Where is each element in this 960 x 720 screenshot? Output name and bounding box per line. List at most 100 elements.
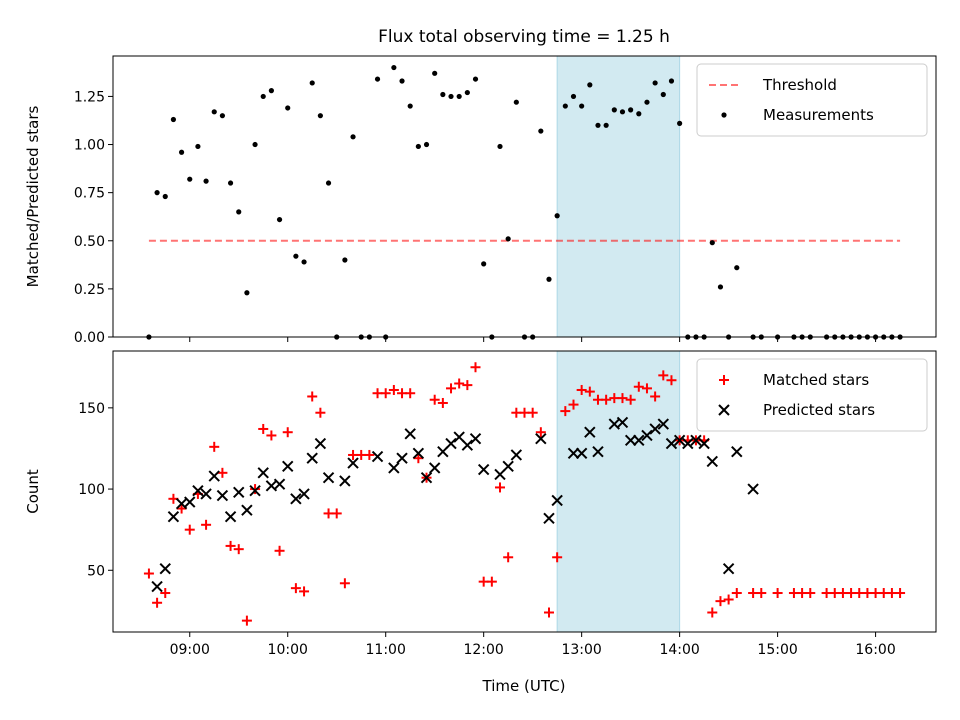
predicted-star-stroke-b [428,462,441,474]
predicted-star-point [200,488,212,500]
predicted-star-point [184,496,196,508]
x-tick-label: 13:00 [561,642,601,658]
predicted-star-stroke-b [543,512,555,525]
matched-star-point [380,388,391,399]
predicted-star-stroke-b [641,429,653,442]
matched-star-point [176,503,187,514]
measurement-point [374,76,381,82]
matched-star-point [274,545,285,556]
predicted-star-stroke-b [461,439,474,451]
matched-star-point [601,394,612,405]
matched-star-point [437,397,448,408]
matched-star-point [184,524,195,535]
matched-star-point [633,381,644,392]
measurement-point [660,91,666,98]
top-panel-measurements: 0.00 0.25 0.50 0.75 1.00 1.25 Matched/Predicte… [24,55,937,346]
matched-star-point [527,407,538,418]
predicted-star-point [233,486,245,499]
predicted-star-stroke-b [706,455,718,468]
matched-star-point [429,394,440,405]
measurement-point [497,143,503,150]
x-axis-label: Time (UTC) [482,677,566,695]
measurement-point [268,88,274,94]
matched-star-point [560,406,571,417]
matched-star-point [143,568,154,579]
predicted-star-point [461,439,474,451]
matched-star-point [201,519,212,530]
legend-box [696,358,928,432]
measurement-point [236,209,242,215]
measurement-point [244,290,250,296]
matched-star-point [405,388,416,399]
predicted-star-stroke-b [608,418,621,430]
predicted-star-point [469,433,482,445]
predicted-star-point [388,462,400,474]
predicted-star-point [208,470,220,482]
predicted-star-point [282,460,294,473]
measurement-point [579,103,585,109]
measurement-point [652,80,658,86]
measurement-point [276,216,283,223]
measurement-point [162,193,168,200]
predicted-star-point [216,489,229,502]
measurement-point [203,178,209,184]
predicted-star-point [167,510,180,523]
matched-star-point [772,588,783,599]
matched-star-point [470,362,481,373]
measurement-point [717,284,724,290]
predicted-star-stroke-b [665,437,678,450]
legend-entry-label: Predicted stars [763,401,875,419]
matched-star-point [707,607,718,618]
bottom-panel-counts: 50 100 150 09:00 10:00 11:00 12:00 13:00 14:00 15… [24,350,937,695]
measurement-point [317,113,323,119]
predicted-star-point [273,478,286,490]
legend-entry-label: Measurements [763,106,874,124]
highlight-span [556,350,681,633]
measurement-point [211,109,217,115]
measurement-point [546,276,552,282]
y-axis-label: Matched/Predicted stars [24,106,42,288]
predicted-star-stroke-b [233,486,245,499]
measurement-point [399,78,405,84]
predicted-star-point [477,463,490,476]
predicted-star-point [445,437,457,450]
predicted-star-stroke-b [273,478,286,490]
matched-star-point [486,576,497,587]
predicted-star-point [510,449,523,461]
matched-star-point [495,482,506,493]
predicted-star-stroke-b [175,497,188,510]
predicted-star-point [151,580,163,593]
predicted-star-point [747,483,759,495]
predicted-star-stroke-b [306,452,318,464]
legend-entry-label: Matched stars [763,371,869,389]
matched-star-point [258,423,269,434]
matched-star-point [241,615,252,626]
chart-title: Flux total observing time = 1.25 h [378,27,670,47]
predicted-star-stroke-b [469,433,482,445]
predicted-star-stroke-b [167,510,180,523]
measurement-point [636,111,642,117]
matched-star-point [576,384,587,395]
predicted-star-point [624,434,637,447]
y-tick-label: 150 [78,401,105,417]
predicted-star-stroke-b [200,488,212,500]
predicted-star-point [404,428,416,440]
predicted-star-stroke-b [396,452,408,464]
matched-star-point [666,375,677,386]
predicted-star-stroke-b [682,437,694,450]
measurement-point [432,70,438,76]
measurement-point [423,141,430,148]
predicted-star-point [665,437,678,450]
matched-star-point [209,441,220,452]
predicted-star-stroke-b [347,457,359,469]
predicted-star-point [641,429,653,442]
matched-star-point [503,552,514,563]
measurement-point [481,261,487,267]
predicted-star-stroke-b [282,460,294,473]
measurement-point [611,107,617,113]
measurement-point [325,180,332,186]
predicted-star-stroke-b [224,510,237,523]
matched-star-point [446,383,457,394]
x-tick-label: 14:00 [659,642,699,658]
measurement-point [154,190,160,196]
